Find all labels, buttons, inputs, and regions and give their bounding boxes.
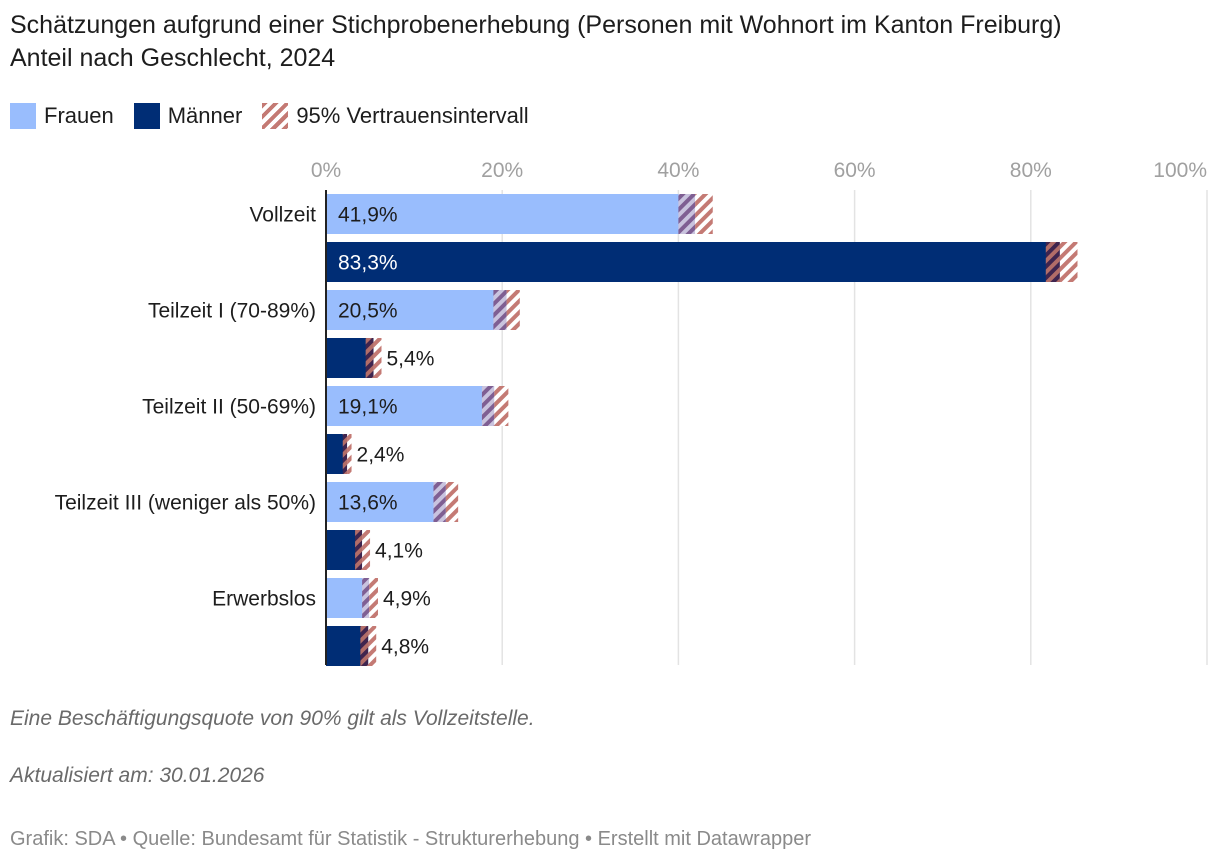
source-line: Grafik: SDA • Quelle: Bundesamt für Stat… <box>10 828 811 850</box>
value-label-maenner-0: 83,3% <box>338 252 398 275</box>
bar-frauen-2 <box>326 386 495 426</box>
ci-outer-maenner-3 <box>362 530 371 570</box>
legend-item-ci: 95% Vertrauensintervall <box>262 103 529 129</box>
x-tick-label-80: 80% <box>1010 159 1052 182</box>
bar-frauen-3 <box>326 482 446 522</box>
legend-item-frauen: Frauen <box>10 103 114 129</box>
ci-outer-frauen-0 <box>695 194 713 234</box>
ci-outer-maenner-2 <box>347 434 352 474</box>
x-tick-label-100: 100% <box>1153 159 1207 182</box>
label-layer: 0% 20% 40% 60% 80% 100% 41,9% 83,3% Vollzeit 20,5… <box>55 159 1207 665</box>
category-label-0: Vollzeit <box>249 204 316 227</box>
ci-outer-frauen-4 <box>369 578 378 618</box>
legend-item-maenner: Männer <box>133 103 243 129</box>
ci-inner-maenner-4 <box>360 626 369 666</box>
bar-layer <box>326 194 1078 666</box>
value-label-frauen-4: 4,9% <box>383 588 431 611</box>
x-tick-label-0: 0% <box>311 159 341 182</box>
x-tick-label-40: 40% <box>657 159 699 182</box>
bar-frauen-0 <box>326 194 696 234</box>
legend-swatch-ci <box>262 103 289 129</box>
ci-inner-maenner-0 <box>1045 242 1060 282</box>
bar-frauen-4 <box>326 578 370 618</box>
category-label-1: Teilzeit I (70-89%) <box>148 300 316 323</box>
title-line-1: Schätzungen aufgrund einer Stichprobener… <box>10 11 1062 39</box>
x-tick-label-60: 60% <box>834 159 876 182</box>
title-line-2: Anteil nach Geschlecht, 2024 <box>10 44 336 72</box>
ci-inner-maenner-2 <box>342 434 348 474</box>
ci-outer-maenner-1 <box>373 338 382 378</box>
value-label-frauen-2: 19,1% <box>338 396 398 419</box>
bar-maenner-0 <box>326 242 1060 282</box>
value-label-maenner-1: 5,4% <box>387 348 435 371</box>
legend-label-maenner: Männer <box>167 103 243 128</box>
ci-outer-maenner-4 <box>368 626 377 666</box>
legend-swatch-frauen <box>10 103 36 129</box>
x-tick-label-20: 20% <box>481 159 523 182</box>
category-label-2: Teilzeit II (50-69%) <box>142 396 316 419</box>
value-label-maenner-4: 4,8% <box>381 636 429 659</box>
value-label-frauen-1: 20,5% <box>338 300 398 323</box>
bar-chart: 0% 20% 40% 60% 80% 100% 41,9% 83,3% Vollzeit 20,5… <box>55 159 1208 666</box>
ci-outer-maenner-0 <box>1059 242 1078 282</box>
category-label-3: Teilzeit III (weniger als 50%) <box>55 492 316 515</box>
ci-inner-frauen-1 <box>493 290 507 330</box>
ci-inner-maenner-1 <box>365 338 374 378</box>
ci-outer-frauen-3 <box>445 482 459 522</box>
legend-label-frauen: Frauen <box>44 103 114 128</box>
legend-label-ci: 95% Vertrauensintervall <box>296 103 529 128</box>
category-label-4: Erwerbslos <box>212 588 316 611</box>
ci-inner-frauen-2 <box>481 386 495 426</box>
ci-inner-maenner-3 <box>355 530 363 570</box>
value-label-frauen-3: 13,6% <box>338 492 398 515</box>
bar-maenner-2 <box>326 434 348 474</box>
footnote-updated: Aktualisiert am: 30.01.2026 <box>10 764 265 787</box>
legend-swatch-maenner <box>133 103 160 129</box>
value-label-maenner-2: 2,4% <box>357 444 405 467</box>
chart-title: Schätzungen aufgrund einer Stichprobener… <box>10 9 1210 75</box>
ci-inner-frauen-4 <box>362 578 370 618</box>
ci-inner-frauen-0 <box>678 194 696 234</box>
ci-inner-frauen-3 <box>433 482 446 522</box>
value-label-frauen-0: 41,9% <box>338 204 398 227</box>
ci-outer-frauen-1 <box>506 290 520 330</box>
value-label-maenner-3: 4,1% <box>375 540 423 563</box>
legend: Frauen Männer 95% Vertrauensintervall <box>10 100 549 132</box>
footnote-fulltime: Eine Beschäftigungsquote von 90% gilt al… <box>10 707 535 730</box>
bar-frauen-1 <box>326 290 507 330</box>
ci-outer-frauen-2 <box>494 386 509 426</box>
